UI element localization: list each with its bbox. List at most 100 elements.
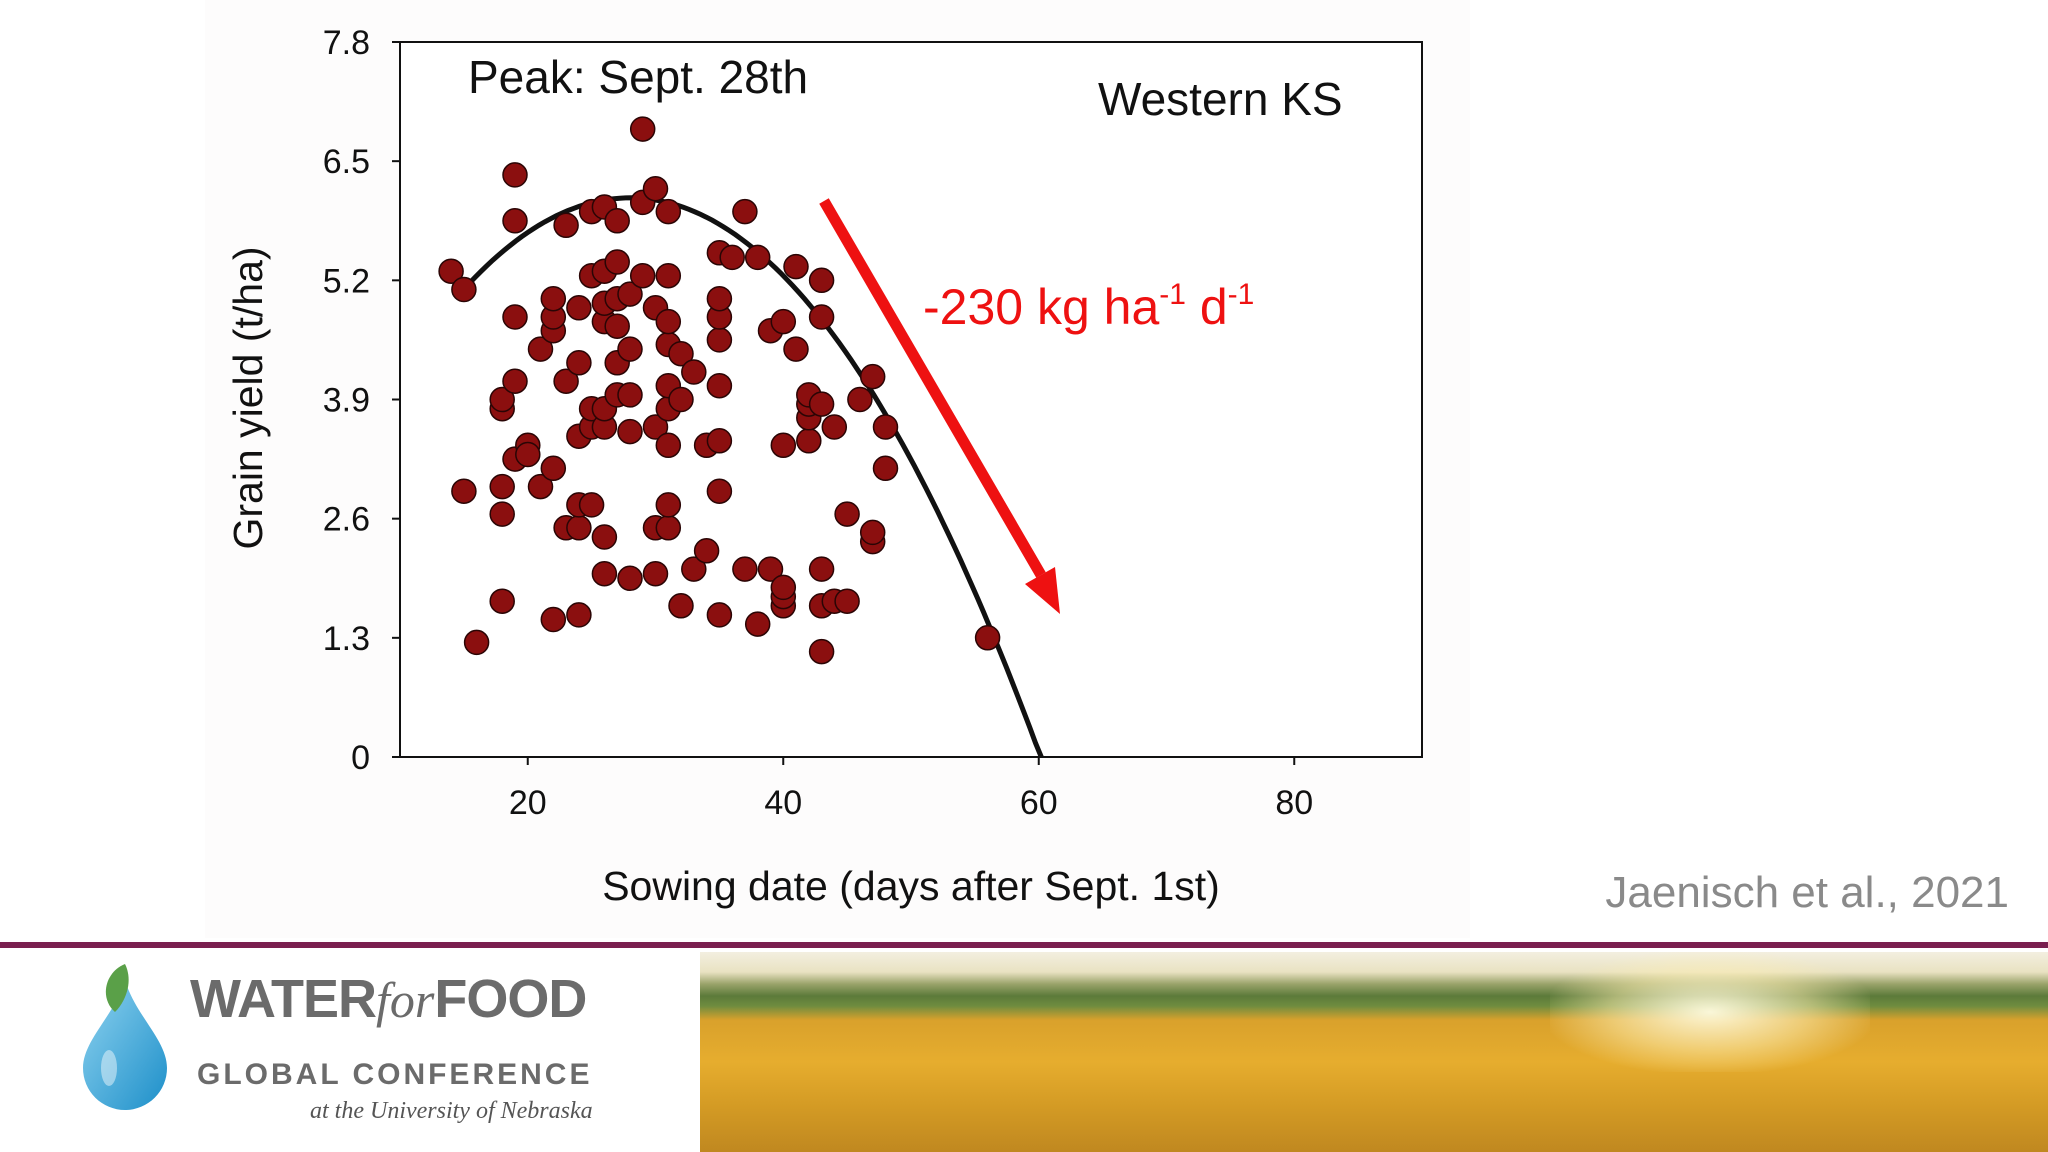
data-point — [668, 593, 694, 619]
data-point — [808, 267, 835, 294]
logo-tagline: at the University of Nebraska — [310, 1098, 593, 1124]
data-point — [604, 208, 630, 234]
x-axis-title: Sowing date (days after Sept. 1st) — [602, 863, 1220, 909]
data-point — [668, 386, 694, 413]
x-tick-label: 20 — [509, 784, 547, 822]
data-point — [655, 515, 682, 541]
data-point — [744, 611, 771, 637]
citation: Jaenisch et al., 2021 — [1605, 868, 2009, 917]
data-point — [847, 386, 873, 413]
rate-annotation: -230 kg ha-1 d-1 — [923, 278, 1254, 335]
rate-superscript-1: -1 — [1159, 278, 1186, 311]
data-point — [451, 276, 477, 303]
data-point — [617, 336, 643, 362]
logo-wordmark: WATERforFOOD — [190, 968, 587, 1030]
data-point — [706, 327, 733, 353]
x-tick-label: 80 — [1275, 784, 1313, 822]
data-point — [681, 359, 707, 385]
data-point — [489, 588, 515, 614]
data-point — [668, 340, 694, 367]
data-point — [502, 162, 528, 188]
data-point — [872, 414, 899, 440]
data-point — [540, 285, 567, 312]
logo-subtitle: GLOBAL CONFERENCE — [197, 1058, 593, 1091]
data-point — [655, 432, 682, 459]
water-drop-with-leaf-icon — [83, 964, 167, 1110]
data-point — [629, 262, 656, 289]
data-point — [502, 304, 528, 330]
data-point — [821, 414, 848, 440]
scatter-chart: 0 1.3 2.6 3.9 5.2 6.5 7.8 20 40 60 80 Peak: Sept.… — [225, 24, 1423, 909]
data-point — [783, 336, 809, 362]
data-point — [617, 565, 643, 592]
trend-arrow-head — [1025, 567, 1060, 614]
y-tick-label: 0 — [351, 739, 370, 777]
data-point — [591, 524, 618, 550]
data-point — [566, 350, 592, 376]
data-point — [527, 336, 554, 362]
field-sunlight-glow — [1550, 952, 1870, 1072]
rate-mid: d — [1186, 279, 1228, 335]
data-point — [489, 386, 515, 413]
data-point — [463, 629, 490, 656]
data-point — [489, 473, 515, 500]
data-point — [438, 258, 464, 284]
data-point — [706, 428, 733, 454]
data-point — [706, 478, 733, 504]
data-point — [770, 308, 797, 335]
y-axis-title: Grain yield (t/ha) — [225, 246, 271, 549]
data-point — [655, 492, 682, 518]
plot-frame — [399, 41, 1423, 758]
data-point — [719, 244, 745, 271]
data-point — [566, 602, 592, 628]
data-point — [515, 441, 541, 468]
data-point — [859, 363, 886, 390]
x-tick-label: 60 — [1020, 784, 1058, 822]
logo-food-text: FOOD — [434, 969, 587, 1029]
data-point — [706, 372, 733, 399]
peak-annotation: Peak: Sept. 28th — [468, 51, 808, 103]
data-point — [732, 556, 758, 582]
data-point — [757, 556, 784, 582]
data-point — [527, 473, 554, 500]
data-point — [617, 382, 643, 408]
data-point — [706, 602, 733, 628]
data-point — [783, 253, 809, 280]
data-point — [655, 308, 682, 335]
data-point — [681, 556, 707, 582]
data-point — [655, 198, 682, 225]
y-tick-label: 2.6 — [323, 501, 370, 539]
data-point — [796, 428, 822, 454]
data-point — [604, 313, 630, 339]
data-point — [808, 304, 835, 330]
data-point — [655, 262, 682, 289]
data-point — [540, 606, 567, 633]
data-point — [974, 625, 1001, 651]
data-points — [438, 116, 1001, 665]
data-point — [732, 198, 758, 225]
data-point — [834, 588, 860, 614]
x-axis-ticks: 20 40 60 80 — [509, 757, 1313, 822]
logo-water-text: WATER — [190, 969, 377, 1029]
data-point — [502, 208, 528, 234]
trend-arrow-shaft — [819, 198, 1046, 578]
data-point — [604, 249, 630, 275]
data-point — [642, 414, 669, 440]
data-point — [553, 368, 579, 394]
y-tick-label: 6.5 — [323, 143, 370, 181]
region-annotation: Western KS — [1098, 73, 1343, 125]
data-point — [744, 244, 771, 271]
data-point — [808, 556, 835, 582]
data-point — [872, 455, 899, 482]
conference-logo: WATERforFOOD GLOBAL CONFERENCE at the Un… — [0, 948, 700, 1152]
data-point — [859, 519, 886, 546]
y-axis-ticks: 0 1.3 2.6 3.9 5.2 6.5 7.8 — [323, 24, 400, 777]
data-point — [617, 281, 643, 307]
data-point — [617, 418, 643, 445]
y-tick-label: 3.9 — [323, 382, 370, 420]
y-tick-label: 5.2 — [323, 262, 370, 300]
data-point — [629, 116, 656, 142]
data-point — [566, 295, 592, 321]
data-point — [451, 478, 477, 504]
data-point — [540, 455, 567, 482]
